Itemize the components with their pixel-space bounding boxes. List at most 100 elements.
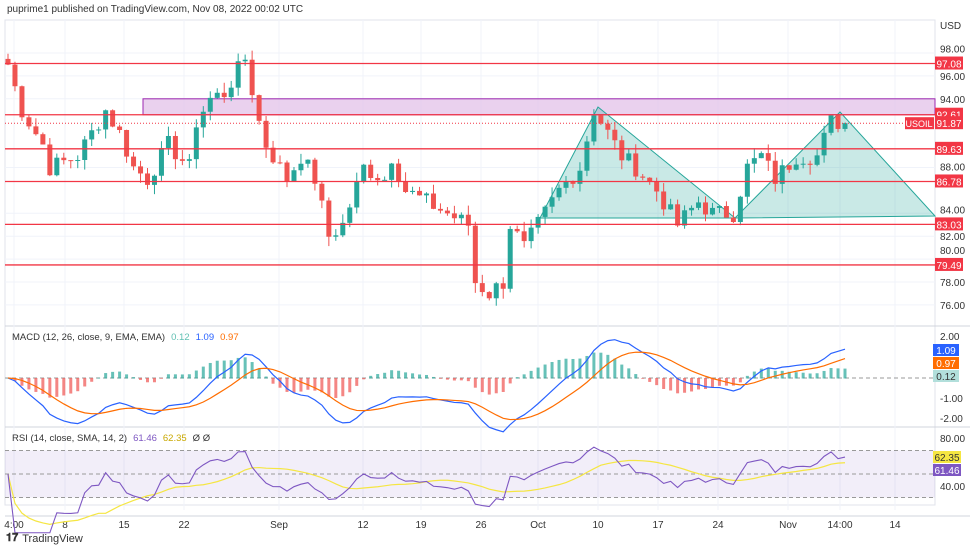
rsi-axis-label: 61.46 [934, 466, 959, 477]
macd-histogram-bar [697, 378, 701, 390]
price-label: 89.63 [936, 145, 961, 156]
candle-body [298, 163, 304, 171]
macd-histogram-bar [717, 378, 721, 386]
candle-body [563, 181, 569, 188]
pattern-triangle [733, 111, 937, 219]
candle-body [291, 170, 297, 182]
macd-histogram-bar [411, 373, 415, 379]
candle-body [151, 175, 157, 185]
macd-histogram-bar [606, 354, 610, 379]
candle-body [249, 59, 255, 96]
candle-body [333, 235, 339, 237]
macd-histogram-bar [585, 355, 589, 379]
macd-hist-value: 0.12 [171, 332, 190, 343]
rsi-y-tick: 80.00 [940, 434, 965, 445]
candle-body [500, 283, 506, 289]
macd-histogram-bar [536, 367, 540, 379]
macd-histogram-bar [327, 378, 331, 397]
y-tick-label: 82.00 [940, 232, 965, 243]
candle-body [577, 170, 583, 184]
candle-body [828, 115, 834, 133]
y-tick-label: 98.00 [940, 45, 965, 56]
macd-histogram-bar [132, 377, 136, 379]
macd-histogram-bar [438, 378, 442, 379]
x-tick-label: 19 [415, 520, 427, 531]
x-tick-label: 22 [178, 520, 190, 531]
candle-body [668, 204, 674, 210]
macd-histogram-bar [236, 357, 240, 379]
macd-histogram-bar [752, 371, 756, 379]
candle-body [96, 129, 102, 131]
macd-y-tick: 2.00 [940, 332, 960, 343]
candle-body [270, 147, 276, 163]
price-label-bg [935, 174, 963, 188]
candle-body [772, 160, 778, 184]
candle-body [549, 197, 555, 207]
x-tick-label: 26 [475, 520, 487, 531]
candle-body [410, 190, 416, 193]
macd-histogram-bar [745, 375, 749, 379]
candle-body [430, 193, 436, 209]
macd-histogram-bar [173, 374, 177, 379]
macd-value: 1.09 [196, 332, 215, 343]
macd-histogram-bar [822, 370, 826, 379]
candle-body [354, 181, 360, 208]
candle-body [305, 159, 311, 164]
macd-histogram-bar [83, 378, 87, 387]
macd-histogram-bar [278, 378, 282, 388]
macd-title: MACD (12, 26, close, 9, EMA, EMA) [12, 332, 165, 343]
candle-body [361, 164, 367, 182]
candle-body [703, 202, 708, 215]
macd-histogram-bar [641, 378, 645, 379]
macd-line [7, 339, 846, 433]
macd-histogram-bar [341, 378, 345, 397]
macd-histogram-bar [250, 362, 254, 379]
macd-histogram-bar [836, 368, 840, 379]
macd-histogram-bar [271, 378, 275, 384]
candle-body [786, 165, 792, 170]
candle-body [675, 204, 681, 226]
x-tick-label: 12 [357, 520, 369, 531]
candle-body [793, 164, 799, 170]
candle-body [493, 283, 499, 299]
macd-histogram-bar [264, 376, 268, 379]
macd-histogram-bar [829, 368, 833, 379]
macd-histogram-bar [445, 378, 449, 380]
candle-body [451, 213, 457, 219]
x-tick-label: Sep [270, 520, 288, 531]
price-label: 83.03 [936, 220, 961, 231]
candle-body [730, 217, 736, 223]
macd-histogram-bar [13, 378, 17, 381]
currency-label: USD [940, 21, 961, 32]
rsi-ma-value: 62.35 [163, 433, 187, 444]
macd-histogram-bar [334, 378, 338, 398]
macd-histogram-bar [111, 371, 115, 379]
candle-body [193, 127, 199, 160]
macd-histogram-bar [118, 371, 122, 379]
macd-histogram-bar [787, 371, 791, 379]
candle-body [689, 207, 695, 211]
candle-body [424, 193, 429, 196]
price-label-bg [935, 56, 963, 70]
tradingview-logo[interactable]: 𝟏𝟕 TradingView [6, 532, 83, 545]
macd-histogram-bar [738, 378, 742, 383]
rsi-ma-label-bg [933, 451, 961, 463]
candle-body [598, 115, 604, 124]
candle-body [319, 183, 325, 201]
candle-body [214, 92, 220, 98]
macd-histogram-bar [201, 366, 205, 379]
symbol-label-bg [905, 117, 934, 130]
macd-y-tick: -2.00 [940, 414, 963, 425]
rsi-y-tick: 40.00 [940, 482, 965, 493]
macd-histogram-bar [613, 358, 617, 379]
candle-body [326, 200, 332, 237]
candle-body [396, 163, 402, 182]
x-tick-label: Oct [530, 520, 546, 531]
candle-body [444, 210, 450, 214]
candle-body [375, 177, 381, 181]
macd-histogram-bar [564, 358, 568, 379]
candle-body [570, 181, 576, 184]
candle-body [47, 144, 53, 176]
macd-histogram-bar [648, 378, 652, 382]
